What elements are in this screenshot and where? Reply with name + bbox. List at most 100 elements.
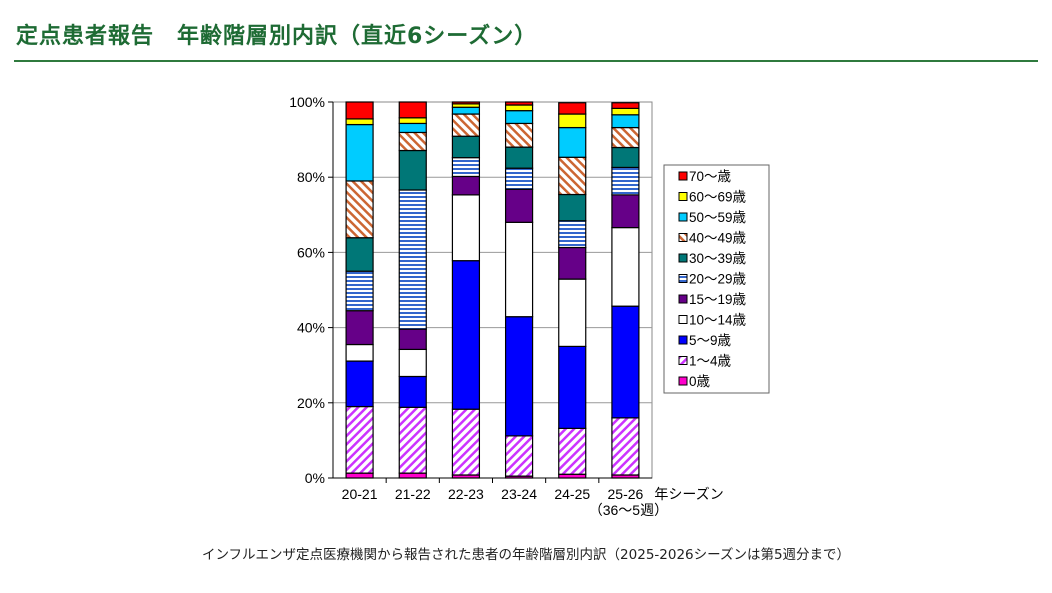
bar-segment [504,167,534,190]
bar-segment [558,278,587,348]
y-tick-label: 0% [305,470,325,486]
bar-segment [398,149,427,191]
legend-swatch [678,253,688,263]
legend-swatch [678,233,688,242]
bar-segment [611,126,640,149]
bar-segment [345,405,374,474]
legend-swatch [678,212,688,222]
y-tick-label: 40% [297,320,325,336]
bar-segment [504,316,534,437]
bar-segment [611,166,640,196]
bar-segment [558,193,587,222]
legend-swatch [678,192,688,201]
bar-segment [398,375,427,408]
legend-label: 10〜14歳 [689,313,747,328]
bar-segment [398,348,427,378]
x-tick-label: 24-25 [554,486,590,502]
bar-segment [345,270,374,312]
title-divider [14,60,1038,62]
legend-label: 5〜9歳 [689,333,732,348]
legend-label: 1〜4歳 [689,354,732,369]
legend-label: 60〜69歳 [689,190,747,205]
legend-swatch [678,171,688,181]
legend-swatch [678,294,688,304]
bar-segment [504,122,534,148]
bar-segment [611,194,640,229]
legend-label: 20〜29歳 [689,272,747,287]
bar-segment [451,260,481,410]
bar-segment [504,104,534,112]
x-tick-label: 23-24 [501,486,537,502]
legend-swatch [678,315,688,324]
x-axis-label: 年シーズン [654,486,723,502]
bar-segment [398,406,427,474]
bar-segment [345,343,374,362]
bar-segment [451,408,481,476]
plot-area [332,101,653,479]
bar-segment [451,175,481,196]
bar-segment [398,472,427,479]
bar-segment [611,305,640,419]
y-tick-label: 100% [289,94,325,110]
bar-segment [558,102,587,115]
bar-segment [504,146,534,169]
legend-label: 40〜49歳 [689,231,747,246]
y-tick-label: 80% [297,169,325,185]
bar-segment [558,113,587,129]
bar-segment [398,101,427,119]
bar-segment [451,194,481,262]
page-title: 定点患者報告 年齢階層別内訳（直近6シーズン） [16,24,538,49]
bar-segment [345,180,374,239]
bar-segment [345,101,374,120]
bar-segment [611,107,640,116]
bar-segment [345,123,374,182]
bar-segment [504,188,534,223]
bar-segment [398,131,427,152]
bar-segment [398,189,427,330]
bar-segment [504,435,534,477]
bar-segment [398,328,427,351]
legend-label: 50〜59歳 [689,210,747,225]
legend-label: 70〜歳 [689,169,732,184]
bar-segment [558,345,587,429]
x-tick-label: 25-26 [608,486,644,502]
y-tick-label: 20% [297,395,325,411]
bar-segment [611,102,640,109]
x-tick-label: 22-23 [448,486,484,502]
bar-segment [345,472,374,479]
y-tick-label: 60% [297,244,325,260]
bar-segment [504,110,534,125]
x-tick-label: 21-22 [395,486,431,502]
bar-segment [558,246,587,280]
category-note: （36〜5週） [589,502,668,518]
bar-segment [398,122,427,134]
legend-swatch [678,274,688,283]
legend-swatch [678,376,688,386]
legend-swatch [678,335,688,345]
bar-segment [451,101,481,105]
legend-swatch [678,356,688,365]
bar-segment [558,427,587,475]
bar-segment [611,114,640,129]
legend-label: 15〜19歳 [689,292,747,307]
bar-segment [558,156,587,196]
bar-segment [504,101,534,106]
bar-segment [611,417,640,476]
legend-label: 30〜39歳 [689,251,747,266]
legend-label: 0歳 [689,374,711,389]
bar-segment [558,126,587,158]
bar-segment [398,117,427,125]
bar-segment [451,106,481,115]
bar-segment [451,113,481,137]
bar-segment [451,135,481,159]
bar-segment [611,226,640,307]
bar-segment [451,157,481,178]
bar-segment [345,118,374,126]
bar-segment [611,146,640,169]
chart-caption: インフルエンザ定点医療機関から報告された患者の年齢階層別内訳（2025-2026… [201,547,851,563]
bar-segment [504,221,534,318]
bar-segment [345,360,374,408]
bar-segment [558,220,587,249]
x-tick-label: 20-21 [342,486,378,502]
